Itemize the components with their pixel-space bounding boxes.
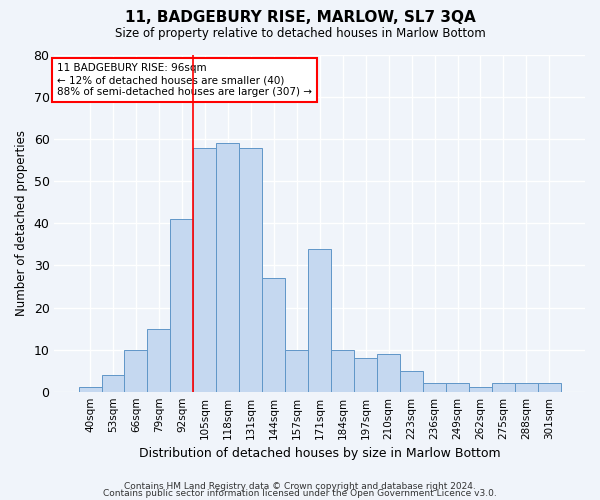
- Bar: [492, 384, 515, 392]
- Bar: [377, 354, 400, 392]
- Bar: [469, 388, 492, 392]
- Bar: [124, 350, 148, 392]
- Bar: [170, 219, 193, 392]
- Y-axis label: Number of detached properties: Number of detached properties: [15, 130, 28, 316]
- Bar: [354, 358, 377, 392]
- Bar: [101, 375, 124, 392]
- Text: 11, BADGEBURY RISE, MARLOW, SL7 3QA: 11, BADGEBURY RISE, MARLOW, SL7 3QA: [125, 10, 475, 25]
- Bar: [538, 384, 561, 392]
- Bar: [446, 384, 469, 392]
- Bar: [400, 370, 423, 392]
- Bar: [331, 350, 354, 392]
- Bar: [217, 144, 239, 392]
- Bar: [262, 278, 285, 392]
- Text: 11 BADGEBURY RISE: 96sqm
← 12% of detached houses are smaller (40)
88% of semi-d: 11 BADGEBURY RISE: 96sqm ← 12% of detach…: [57, 64, 312, 96]
- Text: Contains public sector information licensed under the Open Government Licence v3: Contains public sector information licen…: [103, 490, 497, 498]
- Bar: [193, 148, 217, 392]
- Bar: [308, 248, 331, 392]
- Text: Size of property relative to detached houses in Marlow Bottom: Size of property relative to detached ho…: [115, 28, 485, 40]
- Text: Contains HM Land Registry data © Crown copyright and database right 2024.: Contains HM Land Registry data © Crown c…: [124, 482, 476, 491]
- Bar: [285, 350, 308, 392]
- Bar: [423, 384, 446, 392]
- Bar: [79, 388, 101, 392]
- Bar: [148, 328, 170, 392]
- X-axis label: Distribution of detached houses by size in Marlow Bottom: Distribution of detached houses by size …: [139, 447, 500, 460]
- Bar: [239, 148, 262, 392]
- Bar: [515, 384, 538, 392]
